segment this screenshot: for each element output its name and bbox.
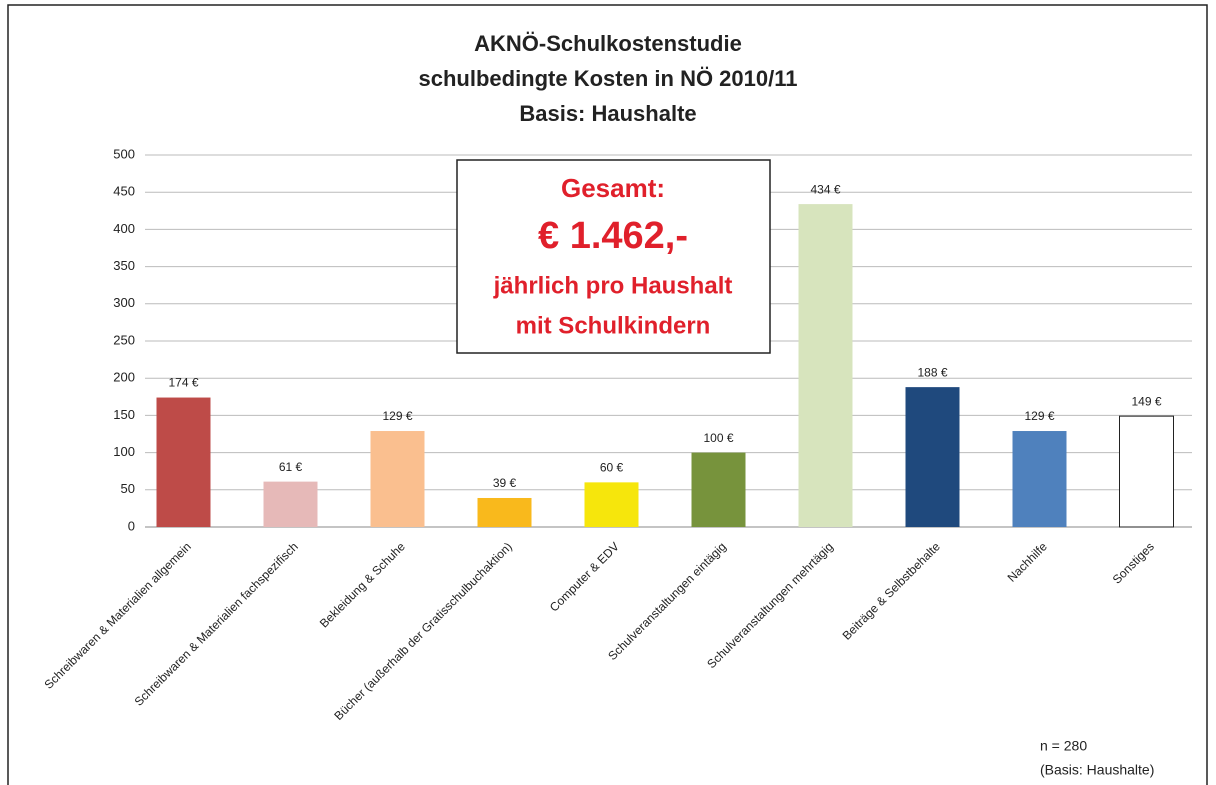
- bar: [584, 482, 639, 527]
- y-tick-label: 100: [113, 444, 135, 459]
- y-tick-label: 250: [113, 332, 135, 347]
- y-tick-label: 150: [113, 407, 135, 422]
- data-label: 60 €: [600, 461, 624, 475]
- data-label: 39 €: [493, 476, 517, 490]
- chart-border: [7, 4, 1208, 785]
- y-tick-label: 450: [113, 184, 135, 199]
- data-label: 434 €: [810, 182, 840, 196]
- data-label: 174 €: [168, 376, 198, 390]
- y-tick-label: 400: [113, 221, 135, 236]
- chart-title: AKNÖ-Schulkostenstudie: [474, 31, 742, 56]
- data-label: 61 €: [279, 460, 303, 474]
- note: (Basis: Haushalte): [1040, 762, 1154, 778]
- y-tick-label: 200: [113, 370, 135, 385]
- bar: [1119, 415, 1174, 528]
- annotation: € 1.462,-: [538, 215, 688, 257]
- y-tick-label: 350: [113, 258, 135, 273]
- bar: [156, 397, 211, 527]
- bar: [1012, 431, 1067, 527]
- data-label: 188 €: [917, 365, 947, 379]
- data-label: 149 €: [1131, 394, 1161, 408]
- annotation-box: [456, 159, 771, 354]
- data-label: 100 €: [703, 431, 733, 445]
- bar: [263, 481, 318, 527]
- bar: [798, 204, 853, 527]
- annotation: Gesamt:: [561, 173, 665, 203]
- bar: [691, 452, 746, 527]
- bar: [905, 387, 960, 527]
- y-tick-label: 500: [113, 146, 135, 161]
- note: n = 280: [1040, 738, 1087, 754]
- annotation: jährlich pro Haushalt: [493, 272, 733, 299]
- chart-title: Basis: Haushalte: [519, 101, 696, 126]
- bar: [477, 497, 532, 527]
- y-tick-label: 300: [113, 295, 135, 310]
- annotation: mit Schulkindern: [516, 312, 711, 339]
- y-tick-label: 0: [128, 518, 135, 533]
- chart-title: schulbedingte Kosten in NÖ 2010/11: [419, 66, 798, 91]
- data-label: 129 €: [1024, 409, 1054, 423]
- bar: [370, 431, 425, 527]
- y-tick-label: 50: [121, 481, 135, 496]
- data-label: 129 €: [382, 409, 412, 423]
